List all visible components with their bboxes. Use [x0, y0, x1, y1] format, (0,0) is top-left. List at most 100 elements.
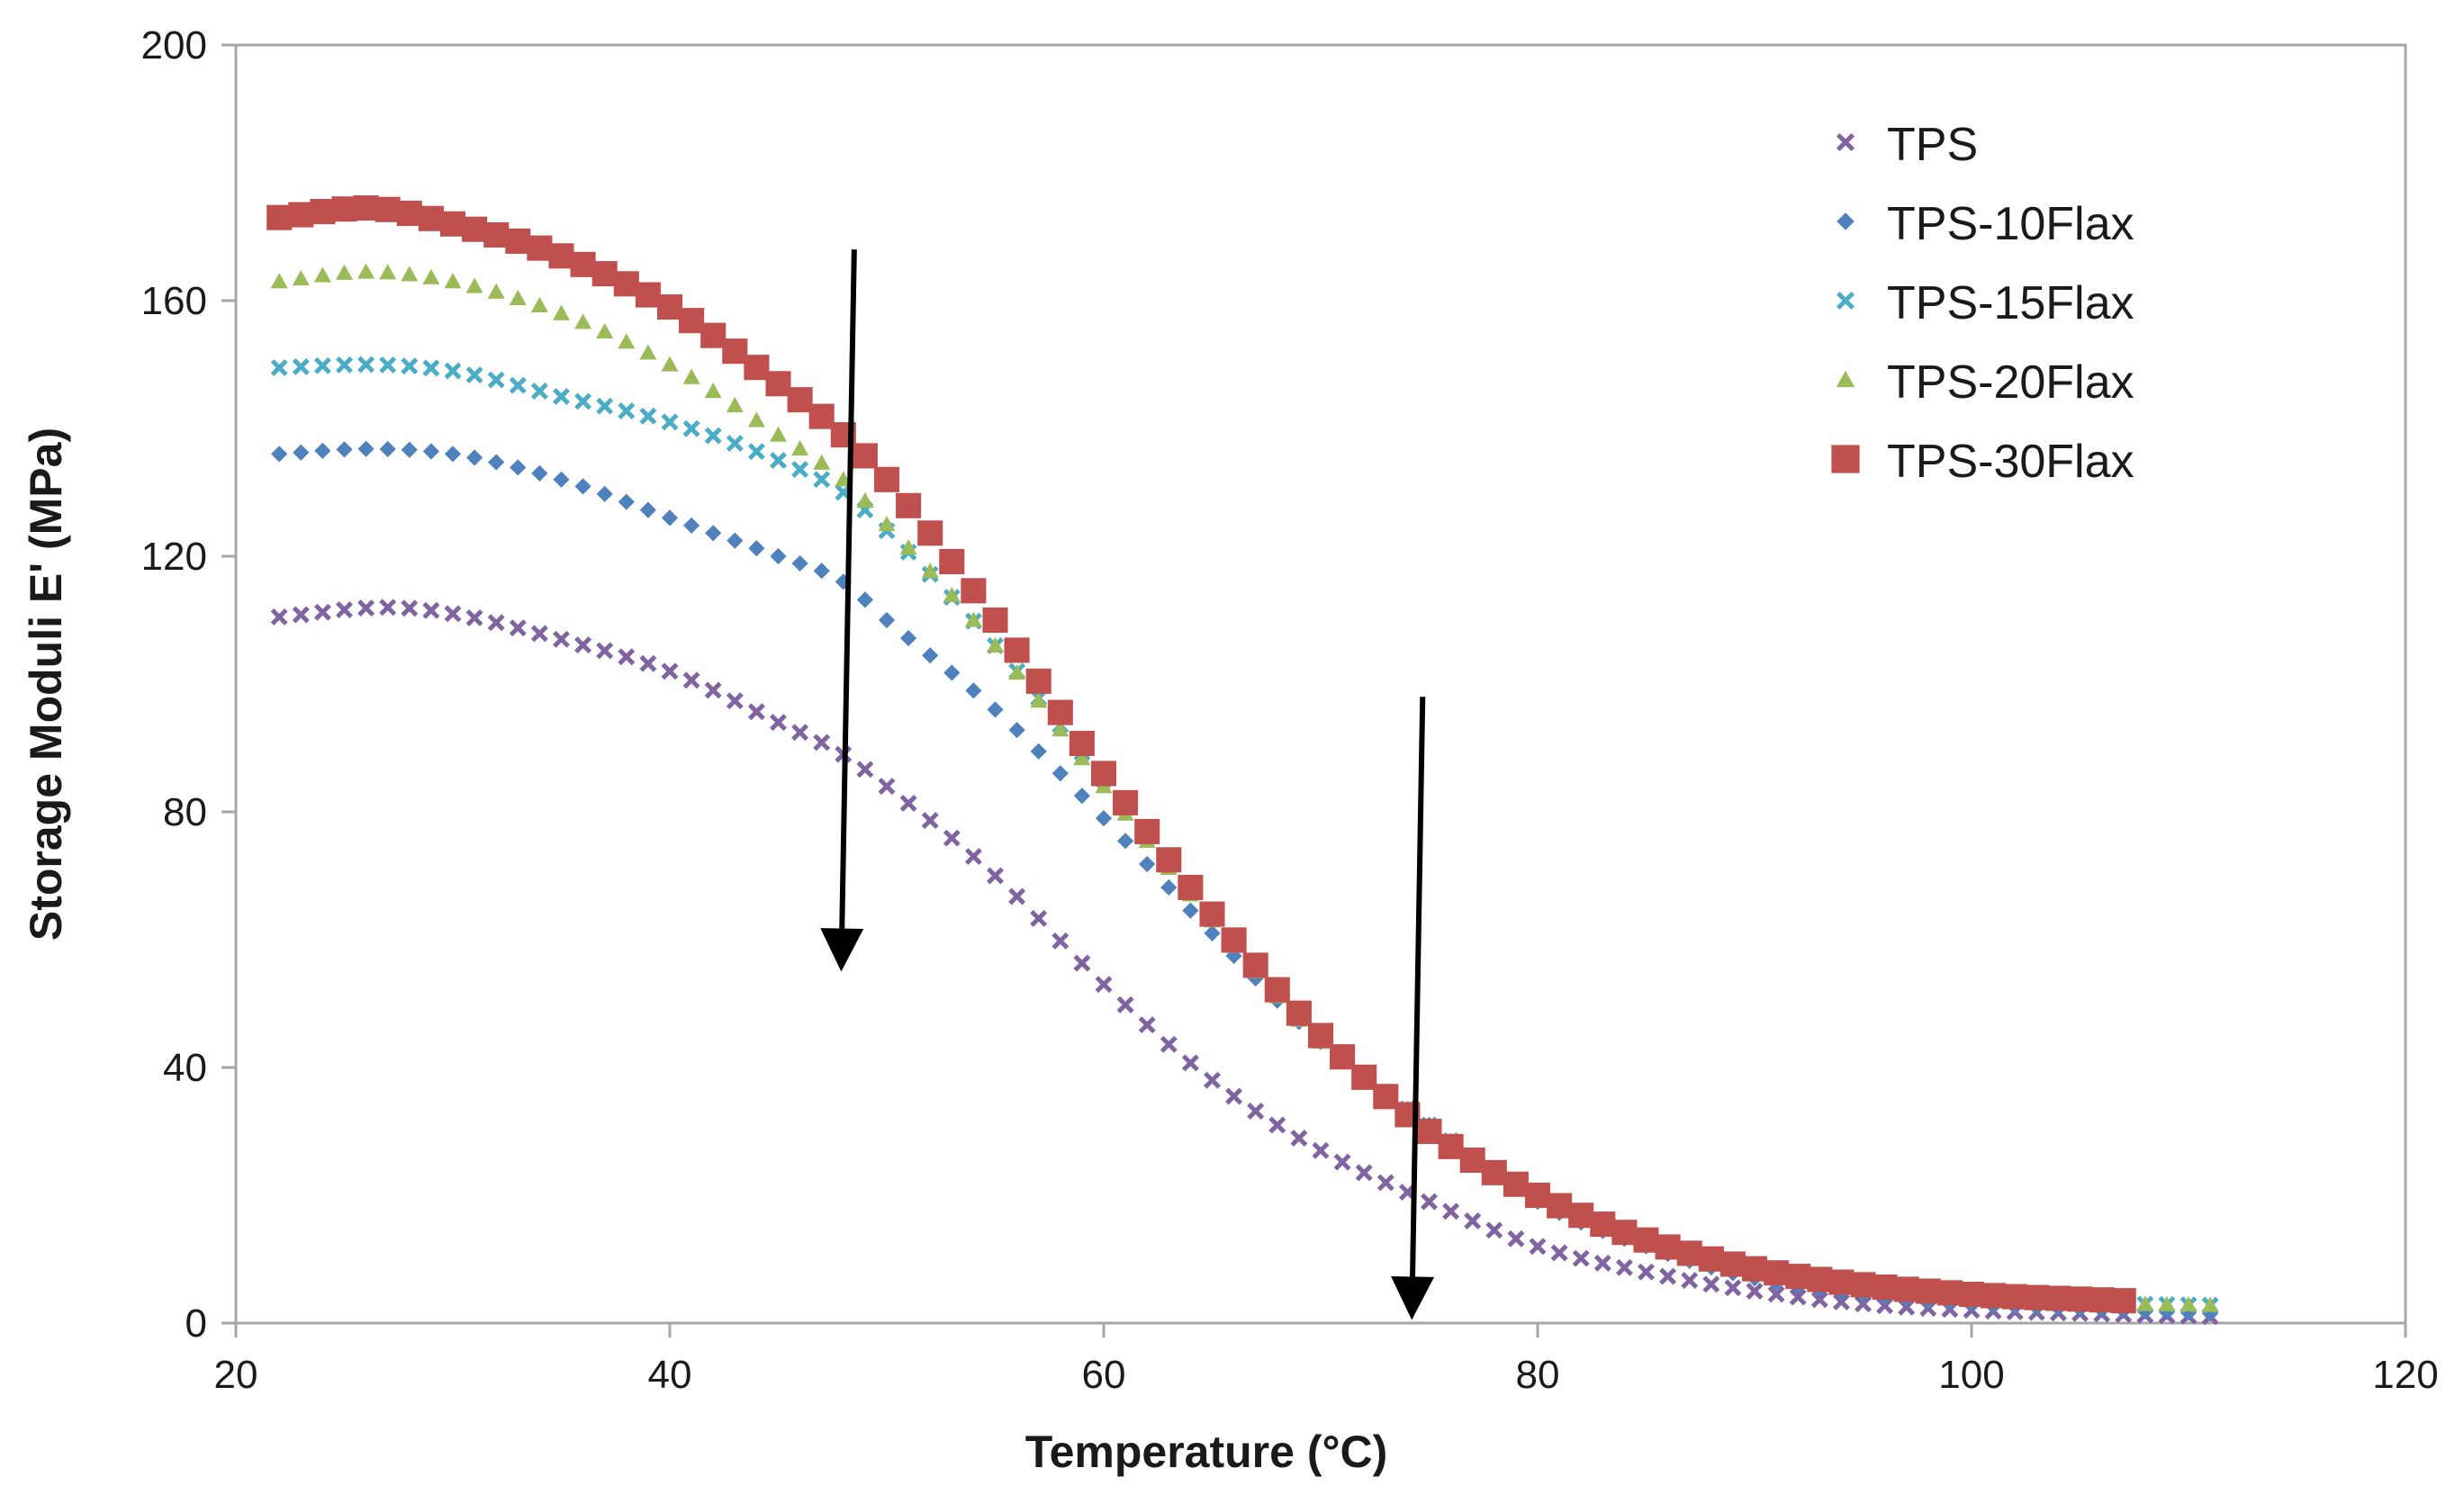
- data-point: [553, 471, 570, 488]
- data-point: [705, 525, 722, 542]
- data-point: [1156, 847, 1182, 873]
- legend: TPS TPS-10Flax TPS-15Flax TPS-20Flax TPS-30F…: [1831, 119, 2135, 488]
- data-point: [1611, 1220, 1638, 1246]
- data-point: [401, 266, 419, 282]
- legend-marker: [1836, 132, 1855, 152]
- data-point: [1247, 1103, 1265, 1120]
- data-point: [813, 734, 831, 752]
- data-point: [878, 778, 896, 796]
- legend-label: TPS-10Flax: [1887, 198, 2135, 250]
- data-point: [873, 466, 900, 492]
- data-point: [704, 427, 722, 445]
- data-point: [813, 563, 830, 580]
- data-point: [770, 547, 787, 565]
- data-point: [1030, 909, 1048, 927]
- data-point: [1264, 977, 1290, 1003]
- data-point: [1139, 855, 1156, 873]
- data-point: [1568, 1202, 1594, 1229]
- data-point: [856, 591, 873, 608]
- data-point: [1047, 699, 1073, 725]
- y-axis: 0 40 80 120 160 200: [141, 23, 236, 1346]
- data-point: [1030, 692, 1048, 708]
- data-point: [1416, 1118, 1442, 1145]
- data-point: [548, 243, 574, 269]
- data-point: [353, 195, 379, 221]
- data-point: [1764, 1260, 1790, 1286]
- data-point: [313, 356, 331, 374]
- data-point: [401, 599, 419, 617]
- data-point: [1113, 789, 1139, 815]
- data-point: [570, 251, 596, 277]
- legend-label: TPS-30Flax: [1887, 436, 2135, 488]
- data-point: [1025, 668, 1051, 694]
- x-axis: 20 40 60 80 100 120: [214, 1323, 2439, 1397]
- data-point: [1719, 1251, 1746, 1277]
- data-point: [1178, 874, 1204, 900]
- data-point: [704, 681, 722, 699]
- data-point: [1290, 1130, 1308, 1147]
- data-point: [899, 794, 917, 812]
- series-markers: [266, 195, 2219, 1326]
- data-point: [1138, 1016, 1156, 1034]
- data-point: [791, 554, 808, 572]
- data-point: [1503, 1171, 1529, 1197]
- data-point: [1547, 1193, 1573, 1219]
- data-point: [313, 603, 331, 621]
- data-point: [357, 440, 375, 457]
- data-point: [444, 605, 462, 623]
- data-point: [1655, 1234, 1681, 1260]
- data-point: [1659, 1267, 1677, 1285]
- data-point: [1681, 1272, 1699, 1290]
- data-point: [1069, 730, 1095, 757]
- data-point: [1810, 1291, 1828, 1309]
- data-point: [1876, 1297, 1894, 1315]
- data-point: [596, 322, 614, 338]
- data-point: [1936, 1280, 1963, 1306]
- data-point: [422, 601, 440, 619]
- data-point: [379, 599, 397, 617]
- data-point: [2045, 1285, 2071, 1311]
- data-point: [1807, 1266, 1833, 1292]
- data-point: [310, 199, 336, 225]
- data-point: [748, 540, 765, 557]
- data-point: [661, 509, 679, 527]
- data-point: [379, 356, 397, 374]
- data-point: [2110, 1288, 2136, 1314]
- data-point: [900, 629, 917, 647]
- data-point: [1958, 1282, 1985, 1308]
- data-point: [639, 501, 656, 518]
- data-point: [357, 263, 375, 279]
- legend-marker: [1836, 370, 1855, 388]
- data-point: [1529, 1238, 1547, 1256]
- data-point: [1442, 1202, 1460, 1220]
- data-point: [375, 196, 401, 222]
- y-tick-label: 200: [141, 23, 207, 68]
- data-point: [1702, 1275, 1720, 1293]
- data-point: [1181, 1054, 1199, 1072]
- x-axis-title: Temperature (°C): [1025, 1427, 1387, 1477]
- data-point: [553, 630, 570, 648]
- data-point: [661, 413, 679, 431]
- data-point: [943, 829, 961, 847]
- data-point: [791, 440, 809, 456]
- data-point: [1073, 954, 1091, 972]
- data-point: [379, 264, 397, 280]
- data-point: [808, 403, 835, 429]
- legend-label: TPS-15Flax: [1887, 277, 2135, 329]
- data-point: [1485, 1221, 1503, 1239]
- data-point: [1524, 1182, 1551, 1209]
- data-point: [444, 273, 462, 289]
- data-point: [1008, 721, 1025, 739]
- data-point: [509, 619, 527, 637]
- data-point: [1741, 1256, 1768, 1282]
- data-point: [896, 492, 922, 518]
- data-point: [418, 205, 444, 231]
- data-point: [1307, 1022, 1334, 1049]
- data-point: [335, 264, 354, 280]
- data-point: [1051, 932, 1070, 950]
- annotation-arrow-shaft: [839, 249, 857, 929]
- annotation-arrow-head: [1391, 1276, 1435, 1320]
- x-tick-label: 80: [1516, 1353, 1560, 1397]
- data-point: [1312, 1141, 1330, 1159]
- data-point: [747, 411, 765, 428]
